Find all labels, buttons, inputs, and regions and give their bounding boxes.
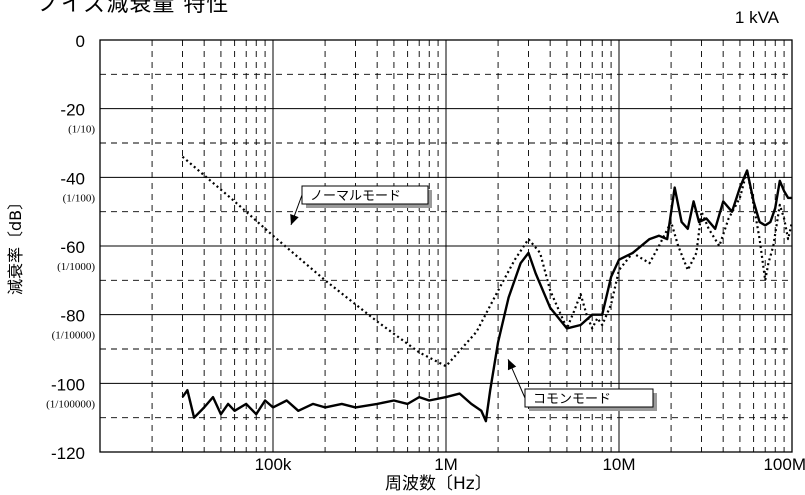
grid-lines [99,39,793,453]
x-tick-label: 1M [434,455,458,474]
arrow-head-icon [507,359,517,371]
series-lines [181,155,794,423]
x-tick-label: 100k [255,455,292,474]
axis-labels: 0 -20 (1/10) -40 (1/100) -60 (1/1000) -80 (1/100… [46,32,805,474]
rating-label: 1 kVA [734,8,779,27]
plot-frame [99,39,793,453]
callout-common-mode: コモンモード [533,392,611,407]
y-tick-label: -60 [60,238,85,257]
y-tick-sublabel: (1/100) [63,192,96,204]
y-tick-label: -40 [60,169,85,188]
y-tick-sublabel: (1/100000) [46,398,95,410]
common-mode-line [181,169,792,423]
y-tick-label: -80 [60,307,85,326]
y-tick-label: -100 [51,375,85,394]
arrow-head-icon [290,214,299,225]
x-tick-label: 10M [602,455,635,474]
normal-mode-line [181,155,794,368]
y-tick-label: -20 [60,101,85,120]
y-tick-label: 0 [76,32,85,51]
x-axis-label: 周波数〔Hz〕 [385,474,492,494]
y-tick-sublabel: (1/10000) [52,330,96,342]
y-tick-sublabel: (1/1000) [57,261,95,273]
y-tick-sublabel: (1/10) [68,124,95,136]
x-tick-label: 100M [763,455,805,474]
y-tick-label: -120 [51,444,85,463]
callout-normal-mode: ノーマルモード [310,189,401,204]
chart-title: ノイズ減衰量 特性 [38,0,230,17]
